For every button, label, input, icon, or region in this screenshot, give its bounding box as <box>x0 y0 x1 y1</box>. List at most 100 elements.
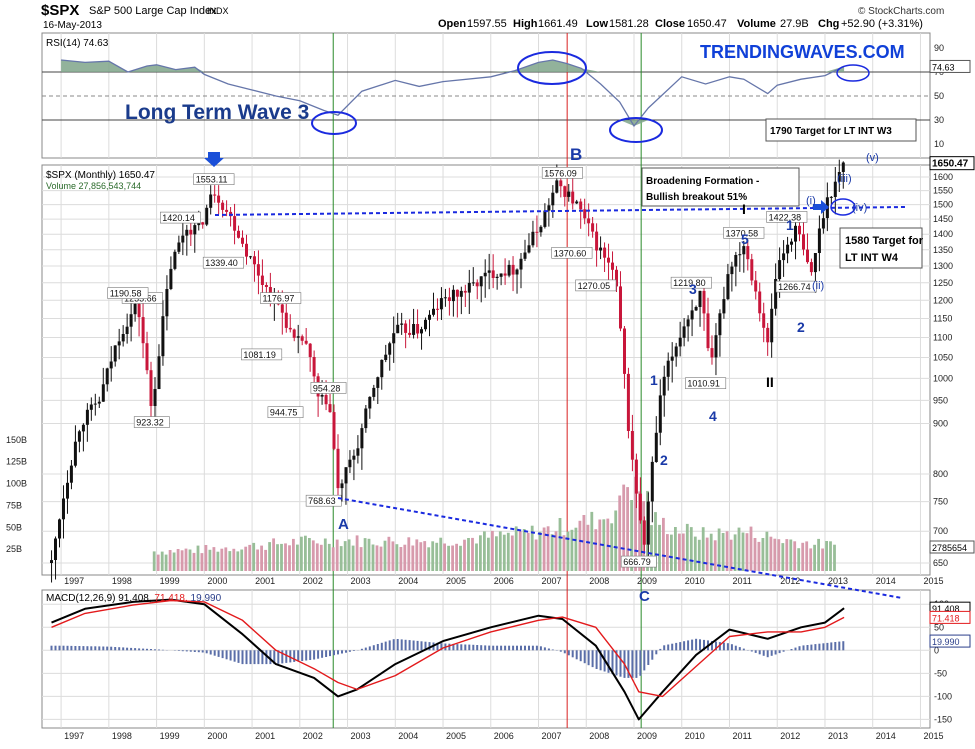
macd-histogram-bar <box>281 650 283 663</box>
candle-body <box>253 256 256 264</box>
candle-body <box>711 348 714 357</box>
volume-bar <box>360 547 363 571</box>
macd-histogram-bar <box>269 650 271 664</box>
macd-histogram-bar <box>186 650 188 651</box>
volume-bar <box>770 537 773 571</box>
macd-histogram-bar <box>699 639 701 650</box>
candle-body <box>460 291 463 297</box>
volume-bar <box>427 547 430 571</box>
price-y-tick: 1500 <box>933 200 953 210</box>
candle-body <box>126 327 129 334</box>
macd-histogram-bar <box>238 650 240 663</box>
volume-bar <box>423 541 426 571</box>
macd-histogram-bar <box>536 646 538 651</box>
current-price-text: 1650.47 <box>932 159 969 170</box>
volume-bar <box>738 528 741 571</box>
candle-body <box>368 397 371 409</box>
candle-body <box>762 313 765 328</box>
macd-histogram-bar <box>78 646 80 650</box>
x-tick-label-bottom: 2015 <box>923 731 943 741</box>
price-y-tick: 1600 <box>933 172 953 182</box>
macd-histogram-bar <box>210 650 212 654</box>
candle-body <box>436 309 439 310</box>
candle-body <box>408 333 411 335</box>
macd-histogram-bar <box>548 649 550 651</box>
volume-bar <box>722 533 725 571</box>
macd-histogram-bar <box>791 649 793 650</box>
volume-bar <box>364 538 367 571</box>
volume-bar <box>471 538 474 571</box>
wave-3-label: 3 <box>689 281 697 297</box>
volume-bar <box>392 541 395 571</box>
candle-body <box>380 360 383 377</box>
candle-body <box>142 317 145 343</box>
candle-body <box>420 329 423 333</box>
macd-histogram-bar <box>202 650 204 652</box>
candle-body <box>333 412 336 449</box>
macd-histogram-bar <box>492 646 494 651</box>
candle-body <box>400 324 403 325</box>
x-tick-label-bottom: 2010 <box>685 731 705 741</box>
macd-histogram-bar <box>381 643 383 650</box>
macd-histogram-bar <box>460 644 462 650</box>
candle-body <box>822 218 825 228</box>
volume-bar <box>447 546 450 571</box>
macd-histogram-bar <box>795 648 797 651</box>
candle-body <box>384 355 387 360</box>
candle-body <box>726 274 729 299</box>
macd-histogram-bar <box>190 650 192 651</box>
volume-bar <box>288 545 291 571</box>
candle-body <box>309 344 312 357</box>
candle-body <box>531 232 534 246</box>
macd-histogram-bar <box>814 644 816 650</box>
volume-bar <box>368 539 371 571</box>
macd-histogram-bar <box>775 650 777 654</box>
macd-histogram-bar <box>524 646 526 651</box>
macd-histogram-bar <box>90 646 92 650</box>
candle-body <box>114 345 117 361</box>
volume-bar <box>384 541 387 571</box>
x-tick-label-bottom: 1998 <box>112 731 132 741</box>
broadening-text-1: Broadening Formation - <box>646 176 759 187</box>
macd-histogram-bar <box>544 647 546 650</box>
volume-bar <box>547 526 550 571</box>
macd-histogram-bar <box>305 650 307 660</box>
candle-body <box>54 539 57 561</box>
macd-histogram-bar <box>413 641 415 651</box>
candle-body <box>205 208 208 225</box>
volume-bar <box>762 538 765 571</box>
candle-body <box>611 263 614 270</box>
candle-body <box>221 203 224 210</box>
candle-body <box>177 243 180 252</box>
price-y-tick: 1150 <box>933 314 952 324</box>
wave-I-label: I <box>742 201 746 217</box>
chg-value: +52.90 (+3.31%) <box>841 18 923 30</box>
volume-y-tick: 125B <box>6 457 27 467</box>
volume-bar <box>467 538 470 571</box>
macd-y-tick: -100 <box>934 691 952 701</box>
volume-bar <box>320 545 323 571</box>
macd-histogram-bar <box>655 650 657 654</box>
volume-bar <box>376 545 379 571</box>
macd-histogram-bar <box>763 650 765 656</box>
macd-histogram-bar <box>679 642 681 650</box>
symbol: $SPX <box>41 2 79 19</box>
candle-body <box>563 186 566 197</box>
volume-bar <box>463 540 466 571</box>
candle-body <box>488 270 491 272</box>
candle-body <box>655 433 658 462</box>
candle-body <box>583 209 586 218</box>
macd-histogram-bar <box>353 650 355 651</box>
candle-body <box>345 467 348 483</box>
candle-body <box>703 291 706 314</box>
candle-body <box>305 341 308 344</box>
candle-body <box>237 231 240 238</box>
macd-histogram-bar <box>333 650 335 655</box>
candle-body <box>337 449 340 488</box>
volume-bar <box>829 541 832 571</box>
volume-bar <box>475 544 478 572</box>
volume-bar <box>157 555 160 571</box>
volume-bar <box>678 534 681 571</box>
candle-body <box>567 192 570 197</box>
macd-histogram-bar <box>218 650 220 657</box>
